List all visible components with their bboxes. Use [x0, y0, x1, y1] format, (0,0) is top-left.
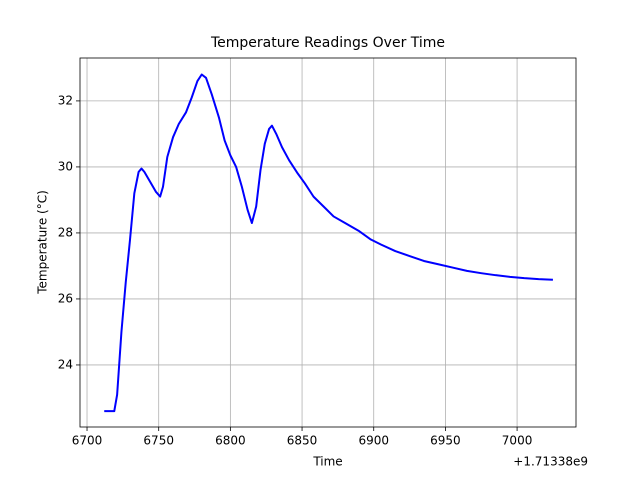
- x-offset-label: +1.71338e9: [513, 455, 588, 469]
- x-tick-label: 6800: [215, 434, 246, 448]
- plot-frame: [79, 57, 577, 428]
- x-tick-label: 6950: [430, 434, 461, 448]
- y-axis-label: Temperature (°C): [36, 190, 50, 295]
- x-axis-label: Time: [312, 455, 342, 469]
- data-line: [104, 73, 553, 413]
- x-tick-label: 6700: [72, 434, 103, 448]
- y-tick-label: 24: [58, 357, 73, 371]
- x-tick-label: 6750: [143, 434, 174, 448]
- y-tick-label: 32: [58, 93, 73, 107]
- x-tick-label: 6850: [287, 434, 318, 448]
- chart-title: Temperature Readings Over Time: [210, 35, 445, 51]
- y-tick-label: 28: [58, 225, 73, 239]
- x-tick-label: 7000: [502, 434, 533, 448]
- x-tick-label: 6900: [358, 434, 389, 448]
- y-tick-label: 30: [58, 159, 73, 173]
- y-tick-label: 26: [58, 291, 73, 305]
